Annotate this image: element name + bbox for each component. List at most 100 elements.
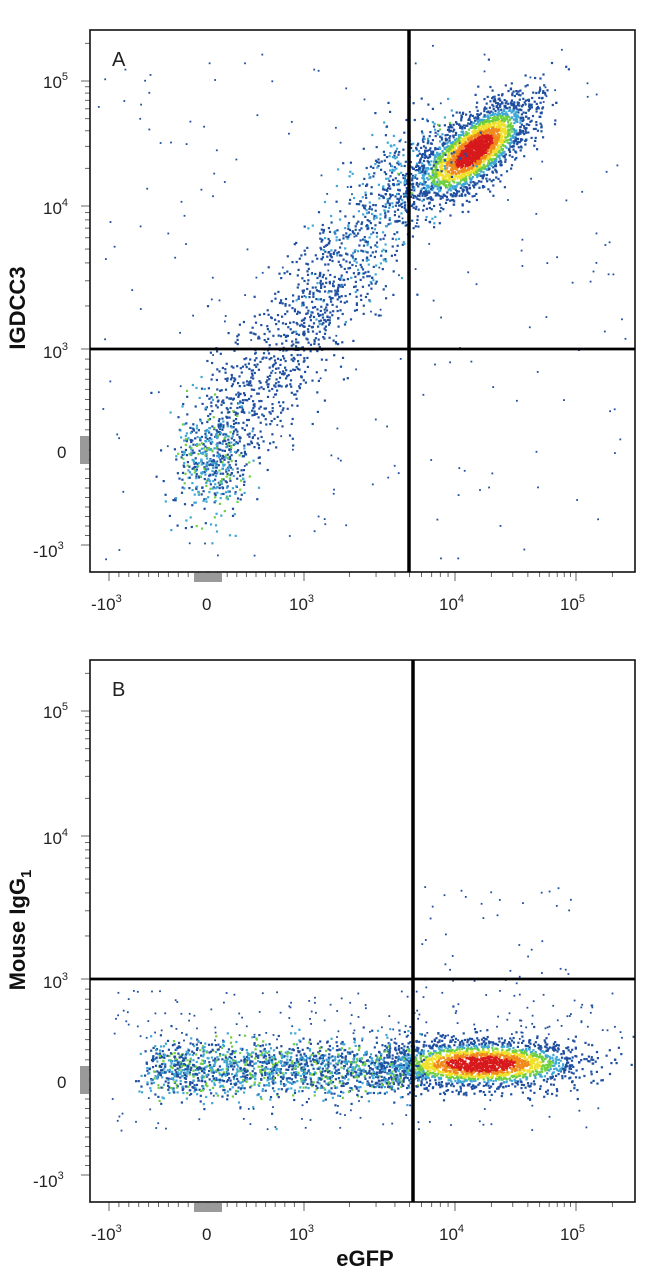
panel-a-dot	[295, 330, 298, 333]
panel-a-dot	[413, 202, 416, 205]
panel-a-dot	[483, 70, 486, 73]
panel-a-dot	[224, 456, 227, 459]
panel-a-dot	[383, 171, 386, 174]
panel-a-dot	[236, 412, 239, 415]
panel-a-dot	[516, 133, 519, 136]
panel-a-dot	[322, 228, 325, 232]
panel-a-dot	[485, 148, 488, 152]
panel-b-dot	[513, 1052, 516, 1055]
panel-a-dot	[426, 120, 429, 123]
panel-a-dot	[361, 196, 364, 199]
panel-a-dot	[486, 143, 489, 147]
panel-a-dot	[230, 447, 233, 450]
panel-a-dot	[485, 177, 488, 180]
panel-a-dot	[388, 185, 391, 188]
panel-a-dot	[336, 298, 339, 301]
panel-a-dot	[464, 138, 467, 141]
panel-a-dot	[329, 298, 332, 301]
panel-a-dot	[533, 144, 536, 147]
panel-a-dot	[180, 446, 182, 449]
panel-b-dot	[571, 1048, 574, 1051]
panel-a-dot	[435, 192, 438, 195]
panel-a-x-tick-label: 0	[202, 595, 211, 614]
panel-a-dot	[351, 193, 353, 196]
panel-a-dot	[276, 415, 279, 418]
panel-a-dot	[466, 145, 469, 149]
panel-a-dot	[441, 195, 444, 198]
panel-a-dot	[466, 136, 469, 139]
panel-a-dot	[474, 116, 477, 119]
panel-a-dot	[421, 194, 424, 197]
panel-a-dot	[337, 168, 340, 171]
panel-a-dot	[291, 417, 294, 421]
panel-a-dot	[200, 493, 203, 496]
panel-a-dot	[371, 212, 374, 216]
panel-a-dot	[440, 158, 443, 161]
panel-a-dot	[327, 237, 330, 241]
panel-a-dot	[404, 195, 407, 198]
panel-a-dot	[226, 496, 229, 499]
panel-a-dot	[221, 460, 224, 464]
panel-a-dot	[482, 171, 485, 174]
panel-a-dot	[303, 330, 306, 333]
panel-a-dot	[242, 469, 245, 472]
panel-a-dot	[513, 103, 516, 106]
panel-a-dot	[139, 117, 142, 120]
panel-a-dot	[343, 267, 346, 271]
panel-a-dot	[440, 138, 444, 141]
panel-a-dot	[515, 107, 518, 110]
panel-a-dot	[614, 452, 616, 454]
panel-a-dot	[247, 362, 250, 365]
panel-a-dot	[480, 148, 483, 151]
panel-a-dot	[258, 462, 261, 465]
panel-a-dot	[456, 142, 459, 145]
panel-a-dot	[379, 238, 382, 241]
panel-a-dot	[379, 217, 382, 220]
panel-a-dot	[481, 166, 484, 169]
panel-a-dot	[483, 53, 486, 56]
panel-a-dot	[256, 442, 259, 445]
panel-a-dot	[459, 153, 462, 156]
panel-a-dot	[492, 113, 495, 116]
panel-a-dot	[391, 171, 394, 174]
panel-a-dot	[478, 167, 481, 170]
panel-a-dot	[485, 130, 488, 133]
panel-a-dot	[229, 458, 232, 461]
panel-a-dot	[194, 457, 197, 460]
panel-a-dot	[214, 464, 217, 467]
panel-a-dot	[203, 125, 205, 128]
panel-a-dot	[211, 469, 214, 473]
panel-a-dot	[464, 124, 467, 127]
panel-a-dot	[213, 447, 216, 450]
panel-a-dot	[475, 198, 478, 202]
panel-a-dot	[332, 251, 336, 254]
panel-a-dot	[525, 127, 528, 130]
panel-a-dot	[306, 365, 309, 368]
panel-a-dot	[515, 151, 518, 154]
panel-a-dot	[252, 436, 254, 438]
panel-a-dot	[210, 462, 213, 465]
panel-a-dot	[236, 467, 239, 470]
panel-a-dot	[277, 328, 280, 331]
panel-a-dot	[305, 337, 308, 340]
panel-a-dot	[268, 378, 271, 381]
panel-a-dot	[184, 448, 187, 452]
panel-a-dot	[589, 280, 592, 283]
panel-a-dot	[190, 440, 193, 444]
panel-a-dot	[523, 548, 526, 551]
panel-a-dot	[229, 425, 232, 428]
panel-a-dot	[395, 147, 399, 150]
panel-a-dot	[486, 114, 489, 117]
panel-a-dot	[102, 408, 105, 410]
panel-a-dot	[183, 439, 186, 442]
panel-a-dot	[195, 386, 198, 390]
panel-a-dot	[309, 316, 312, 319]
panel-a-dot	[252, 377, 255, 380]
panel-a-dot	[481, 131, 484, 134]
panel-a-dot	[330, 454, 333, 457]
panel-a-dot	[257, 368, 260, 371]
panel-a-dot	[445, 150, 449, 153]
panel-a-dot	[209, 413, 212, 416]
panel-a-dot	[244, 399, 247, 402]
panel-a-dot	[536, 148, 539, 151]
